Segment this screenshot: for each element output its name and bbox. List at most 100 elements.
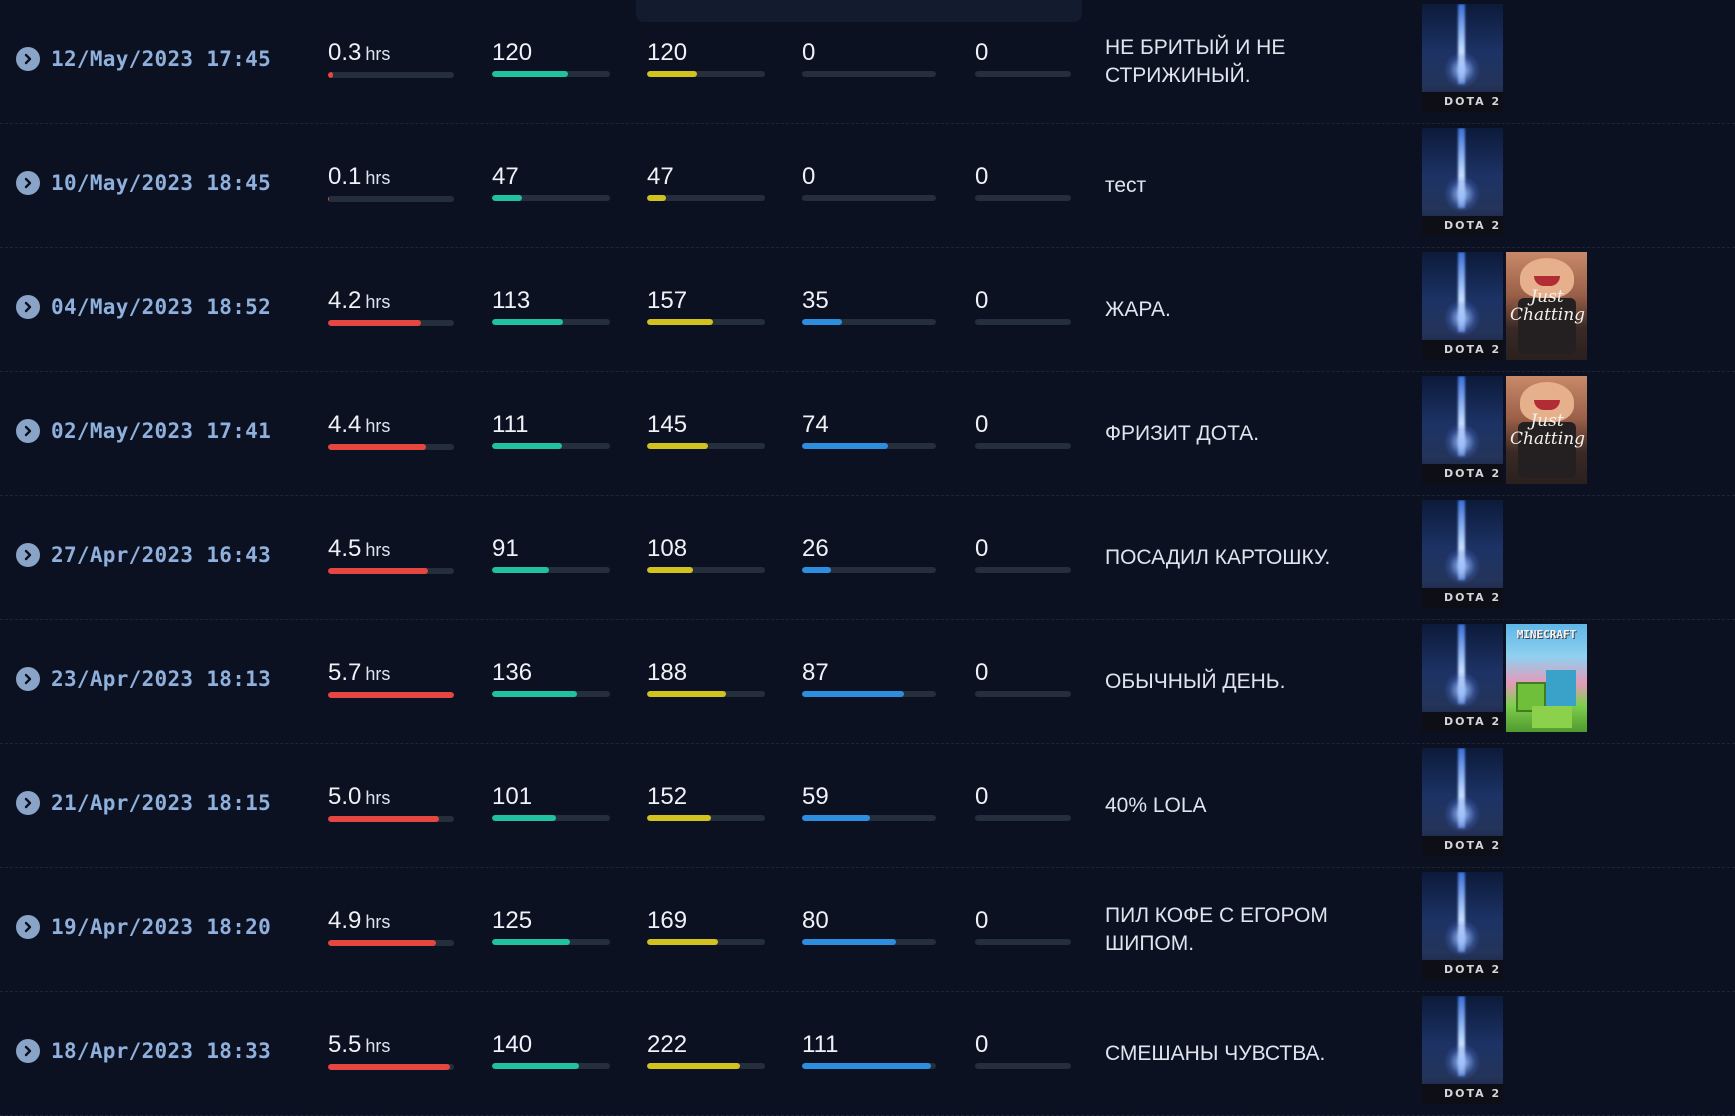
game-thumbnail-dota[interactable]: DOTA 2 [1422,872,1503,980]
peak-viewers-value: 222 [647,1030,765,1060]
dota-art [1458,624,1465,704]
dota-glow [1444,920,1480,956]
stream-row[interactable]: 23/Apr/2023 18:13 5.7 hrs 136 188 87 0 ОБЫЧНЫЙ … [0,620,1735,744]
average-viewers: 120 [492,38,610,77]
followers-gained-bar [802,939,936,945]
stream-date-link[interactable]: 18/Apr/2023 18:33 [51,1039,272,1063]
subscribers-gained-bar [975,443,1071,449]
stream-date-link[interactable]: 27/Apr/2023 16:43 [51,543,272,567]
subscribers-gained-number: 0 [975,39,989,66]
hours-streamed-value: 4.9 hrs [328,906,454,937]
expand-chevron-icon[interactable] [16,667,40,691]
peak-viewers-bar [647,195,765,201]
expand-chevron-icon[interactable] [16,295,40,319]
peak-viewers-bar-fill [647,939,718,945]
peak-viewers-value: 152 [647,782,765,812]
stream-row[interactable]: 04/May/2023 18:52 4.2 hrs 113 157 35 0 ЖАРА. DOT… [0,248,1735,372]
average-viewers: 111 [492,410,610,449]
stream-title: ЖАРА. [1105,297,1171,321]
game-thumbnail-dota[interactable]: DOTA 2 [1422,500,1503,608]
subscribers-gained-number: 0 [975,163,989,190]
peak-viewers-value: 169 [647,906,765,936]
game-thumbnail-dota[interactable]: DOTA 2 [1422,128,1503,236]
stream-row[interactable]: 21/Apr/2023 18:15 5.0 hrs 101 152 59 0 40% LOLA… [0,744,1735,868]
hours-streamed-bar-fill [328,568,428,574]
stream-row[interactable]: 02/May/2023 17:41 4.4 hrs 111 145 74 0 ФРИЗИТ Д… [0,372,1735,496]
game-thumbnails: DOTA 2 Just Chatting [1422,376,1587,484]
stream-date-link[interactable]: 23/Apr/2023 18:13 [51,667,272,691]
subscribers-gained-value: 0 [975,906,1071,936]
hours-streamed: 0.3 hrs [328,38,454,78]
hours-streamed-value: 4.4 hrs [328,410,454,441]
game-thumbnail-dota[interactable]: DOTA 2 [1422,748,1503,856]
chat-cup-art [1518,422,1576,478]
average-viewers-bar-fill [492,691,577,697]
subscribers-gained: 0 [975,1030,1071,1069]
hours-streamed-bar-fill [328,320,422,326]
average-viewers-bar-fill [492,71,568,77]
subscribers-gained-number: 0 [975,783,989,810]
subscribers-gained-value: 0 [975,162,1071,192]
game-thumbnail-dota[interactable]: DOTA 2 [1422,376,1503,484]
expand-chevron-icon[interactable] [16,47,40,71]
hours-unit: hrs [365,44,391,64]
average-viewers: 91 [492,534,610,573]
subscribers-gained: 0 [975,906,1071,945]
hours-unit: hrs [365,788,391,808]
followers-gained-number: 26 [802,535,829,562]
subscribers-gained-bar [975,815,1071,821]
average-viewers-bar-fill [492,195,522,201]
stream-row[interactable]: 19/Apr/2023 18:20 4.9 hrs 125 169 80 0 ПИЛ КОФЕ… [0,868,1735,992]
expand-chevron-icon[interactable] [16,171,40,195]
stream-date-link[interactable]: 02/May/2023 17:41 [51,419,272,443]
average-viewers-bar [492,567,610,573]
stream-row[interactable]: 10/May/2023 18:45 0.1 hrs 47 47 0 0 тест DOTA 2 [0,124,1735,248]
stream-date-link[interactable]: 21/Apr/2023 18:15 [51,791,272,815]
expand-chevron-icon[interactable] [16,1039,40,1063]
game-label: DOTA 2 [1422,712,1503,732]
stream-date-link[interactable]: 04/May/2023 18:52 [51,295,272,319]
average-viewers: 125 [492,906,610,945]
stream-date-link[interactable]: 19/Apr/2023 18:20 [51,915,272,939]
stream-title: тест [1105,173,1147,197]
average-viewers-bar-fill [492,567,549,573]
hours-streamed-bar [328,816,454,822]
average-viewers-number: 140 [492,1031,533,1058]
game-thumbnail-dota[interactable]: DOTA 2 [1422,4,1503,112]
stream-date-link[interactable]: 12/May/2023 17:45 [51,47,272,71]
peak-viewers-bar-fill [647,71,697,77]
average-viewers-bar-fill [492,443,562,449]
followers-gained: 0 [802,162,936,201]
game-label: DOTA 2 [1422,340,1503,360]
game-thumbnail-dota[interactable]: DOTA 2 [1422,624,1503,732]
stream-title: 40% LOLA [1105,793,1207,817]
subscribers-gained-value: 0 [975,658,1071,688]
hours-unit: hrs [365,292,391,312]
average-viewers-number: 111 [492,411,529,438]
dota-art [1458,748,1465,828]
stream-date-link[interactable]: 10/May/2023 18:45 [51,171,272,195]
hours-streamed: 5.0 hrs [328,782,454,822]
stream-row[interactable]: 27/Apr/2023 16:43 4.5 hrs 91 108 26 0 ПОСАДИЛ К… [0,496,1735,620]
expand-chevron-icon[interactable] [16,791,40,815]
expand-chevron-icon[interactable] [16,543,40,567]
stream-row[interactable]: 18/Apr/2023 18:33 5.5 hrs 140 222 111 0 СМЕШАНЫ… [0,992,1735,1116]
game-thumbnail-chat[interactable]: Just Chatting [1506,376,1587,484]
game-thumbnail-dota[interactable]: DOTA 2 [1422,252,1503,360]
expand-chevron-icon[interactable] [16,915,40,939]
game-thumbnail-mc[interactable]: MINECRAFT [1506,624,1587,732]
followers-gained: 35 [802,286,936,325]
game-label: DOTA 2 [1422,836,1503,856]
expand-chevron-icon[interactable] [16,419,40,443]
subscribers-gained-bar [975,1063,1071,1069]
subscribers-gained: 0 [975,286,1071,325]
game-thumbnail-dota[interactable]: DOTA 2 [1422,996,1503,1104]
subscribers-gained-bar [975,195,1071,201]
stream-row[interactable]: 12/May/2023 17:45 0.3 hrs 120 120 0 0 НЕ БРИТЫЙ… [0,0,1735,124]
average-viewers: 140 [492,1030,610,1069]
peak-viewers-bar [647,691,765,697]
average-viewers-bar-fill [492,1063,580,1069]
game-thumbnail-chat[interactable]: Just Chatting [1506,252,1587,360]
dota-glow [1444,52,1480,88]
hours-streamed-bar [328,568,454,574]
